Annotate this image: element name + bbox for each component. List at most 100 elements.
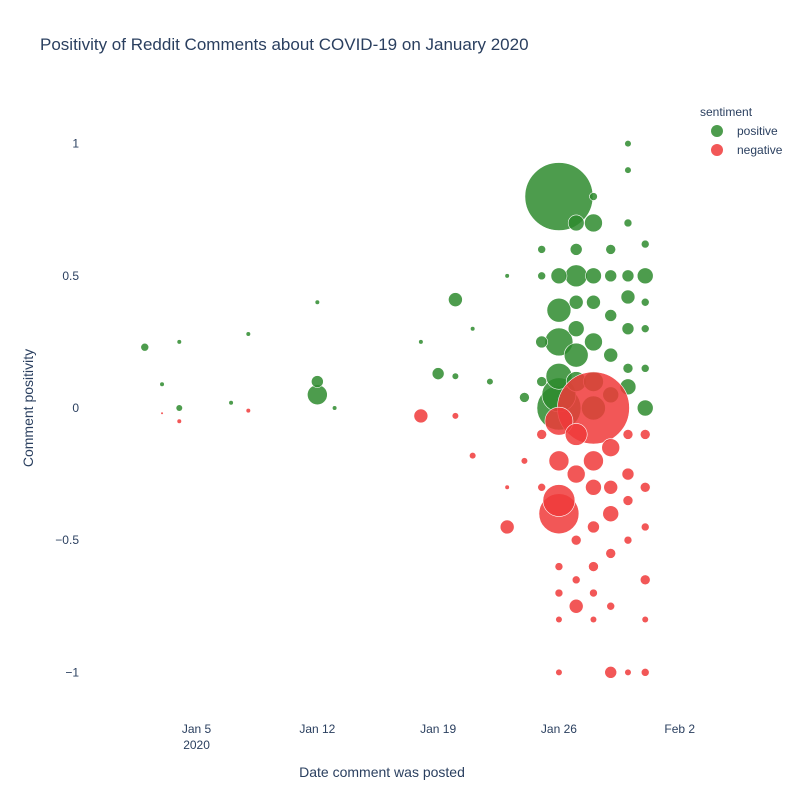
- point-positive[interactable]: [505, 273, 510, 278]
- point-negative[interactable]: [640, 668, 650, 677]
- point-positive[interactable]: [452, 373, 459, 380]
- point-negative[interactable]: [555, 616, 562, 623]
- point-negative[interactable]: [585, 479, 602, 496]
- point-positive[interactable]: [603, 347, 619, 363]
- point-negative[interactable]: [246, 408, 251, 413]
- point-negative[interactable]: [555, 669, 562, 676]
- point-negative[interactable]: [570, 534, 582, 546]
- point-positive[interactable]: [604, 309, 618, 322]
- point-negative[interactable]: [622, 495, 634, 506]
- point-positive[interactable]: [140, 342, 150, 352]
- point-negative[interactable]: [623, 535, 633, 545]
- point-positive[interactable]: [636, 399, 654, 417]
- point-negative[interactable]: [177, 419, 182, 424]
- point-negative[interactable]: [413, 408, 429, 424]
- point-positive[interactable]: [640, 297, 650, 307]
- point-positive[interactable]: [624, 140, 631, 147]
- point-positive[interactable]: [550, 267, 568, 285]
- point-positive[interactable]: [315, 300, 320, 305]
- point-negative[interactable]: [161, 412, 164, 415]
- point-negative[interactable]: [554, 588, 564, 598]
- point-positive[interactable]: [470, 326, 475, 331]
- point-negative[interactable]: [624, 669, 631, 676]
- point-positive[interactable]: [535, 335, 548, 349]
- point-negative[interactable]: [452, 412, 459, 419]
- point-negative[interactable]: [583, 450, 604, 472]
- point-positive[interactable]: [567, 320, 585, 337]
- point-positive[interactable]: [418, 339, 423, 344]
- point-negative[interactable]: [499, 519, 515, 535]
- point-positive[interactable]: [177, 339, 182, 344]
- point-negative[interactable]: [622, 429, 634, 440]
- point-positive[interactable]: [519, 392, 530, 403]
- point-positive[interactable]: [623, 218, 633, 228]
- point-positive[interactable]: [640, 239, 650, 249]
- point-positive[interactable]: [332, 406, 337, 410]
- point-negative[interactable]: [542, 484, 576, 517]
- point-negative[interactable]: [587, 520, 600, 534]
- legend-item-negative[interactable]: negative: [711, 143, 783, 157]
- point-positive[interactable]: [604, 269, 618, 283]
- point-positive[interactable]: [567, 214, 585, 232]
- point-negative[interactable]: [639, 429, 651, 440]
- point-positive[interactable]: [568, 294, 584, 310]
- point-positive[interactable]: [636, 267, 654, 285]
- point-positive[interactable]: [621, 269, 635, 283]
- point-positive[interactable]: [589, 192, 598, 201]
- point-negative[interactable]: [621, 467, 635, 481]
- point-negative[interactable]: [604, 666, 618, 679]
- point-negative[interactable]: [590, 616, 597, 623]
- point-positive[interactable]: [622, 363, 634, 374]
- point-negative[interactable]: [605, 548, 617, 559]
- point-negative[interactable]: [568, 598, 584, 614]
- point-negative[interactable]: [588, 561, 599, 572]
- point-positive[interactable]: [621, 322, 635, 335]
- point-negative[interactable]: [505, 485, 510, 490]
- point-positive[interactable]: [569, 243, 583, 256]
- legend-item-positive[interactable]: positive: [711, 124, 778, 138]
- point-negative[interactable]: [566, 464, 586, 484]
- point-negative[interactable]: [642, 616, 649, 623]
- point-negative[interactable]: [602, 505, 620, 523]
- point-negative[interactable]: [589, 588, 598, 598]
- point-positive[interactable]: [624, 167, 631, 174]
- point-positive[interactable]: [546, 297, 572, 323]
- point-positive[interactable]: [246, 331, 251, 336]
- point-positive[interactable]: [431, 367, 445, 380]
- point-negative[interactable]: [571, 575, 581, 585]
- point-positive[interactable]: [640, 324, 650, 333]
- point-negative[interactable]: [536, 429, 547, 440]
- point-negative[interactable]: [548, 450, 570, 472]
- point-positive[interactable]: [486, 378, 493, 385]
- point-positive[interactable]: [584, 332, 603, 352]
- legend[interactable]: sentiment positive negative: [700, 105, 783, 157]
- point-negative[interactable]: [521, 457, 528, 464]
- point-positive[interactable]: [585, 267, 602, 285]
- point-negative[interactable]: [544, 406, 574, 436]
- point-negative[interactable]: [639, 482, 651, 493]
- point-positive[interactable]: [563, 342, 589, 368]
- point-positive[interactable]: [537, 271, 546, 281]
- point-positive[interactable]: [536, 376, 547, 387]
- point-negative[interactable]: [564, 423, 588, 446]
- point-negative[interactable]: [554, 562, 564, 571]
- point-negative[interactable]: [640, 522, 650, 532]
- point-negative[interactable]: [603, 480, 619, 495]
- point-positive[interactable]: [537, 245, 546, 254]
- point-positive[interactable]: [564, 264, 588, 288]
- point-positive[interactable]: [620, 289, 636, 305]
- point-negative[interactable]: [469, 452, 476, 459]
- point-negative[interactable]: [639, 574, 651, 586]
- point-negative[interactable]: [537, 483, 546, 492]
- point-positive[interactable]: [448, 292, 463, 307]
- point-positive[interactable]: [229, 400, 234, 405]
- point-positive[interactable]: [605, 244, 617, 255]
- point-negative[interactable]: [606, 601, 616, 611]
- point-negative[interactable]: [601, 438, 621, 457]
- point-positive[interactable]: [584, 213, 603, 233]
- point-positive[interactable]: [176, 405, 183, 411]
- point-positive[interactable]: [160, 382, 165, 387]
- point-positive[interactable]: [311, 375, 324, 388]
- point-positive[interactable]: [586, 294, 601, 310]
- point-positive[interactable]: [640, 364, 650, 373]
